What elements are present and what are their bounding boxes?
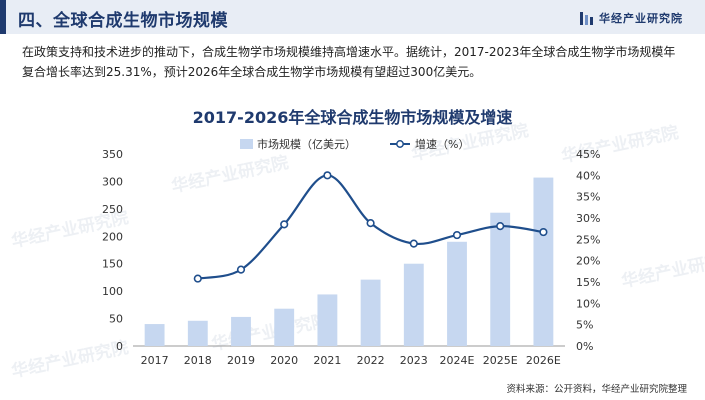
section-title: 四、全球合成生物市场规模	[18, 11, 228, 31]
legend-line-marker	[396, 140, 404, 148]
y-left-tick-label: 150	[102, 258, 123, 271]
y-right-tick-label: 20%	[576, 255, 600, 268]
growth-point	[496, 222, 505, 231]
y-left-tick-label: 250	[102, 203, 123, 216]
bar	[447, 241, 467, 346]
bar	[187, 320, 208, 346]
brand-logo-icon	[580, 11, 593, 25]
x-tick-label: 2023	[400, 354, 428, 367]
growth-point	[236, 265, 246, 274]
growth-point	[452, 230, 462, 240]
x-tick-label: 2024E	[440, 354, 475, 367]
y-right-tick-label: 10%	[576, 297, 600, 310]
growth-point	[539, 227, 548, 237]
bar	[274, 308, 295, 346]
x-tick-label: 2020	[270, 354, 298, 367]
growth-point	[193, 274, 202, 283]
legend-bar-swatch	[240, 139, 253, 149]
y-left-tick-label: 300	[102, 175, 123, 188]
x-tick-label: 2018	[184, 354, 212, 367]
bar	[360, 279, 381, 346]
y-right-tick-label: 40%	[576, 169, 600, 182]
x-tick-label: 2019	[227, 354, 255, 367]
x-tick-label: 2021	[313, 354, 341, 367]
bar	[144, 324, 165, 346]
section-header: 四、全球合成生物市场规模 华经产业研究院	[0, 0, 705, 34]
legend-line-label: 增速（%）	[415, 137, 469, 151]
y-right-tick-label: 0%	[576, 340, 593, 353]
header-accent-bar	[0, 0, 6, 34]
x-tick-label: 2025E	[483, 354, 518, 367]
y-right-tick-label: 25%	[576, 233, 600, 246]
growth-point	[323, 171, 332, 180]
legend-bar-label: 市场规模（亿美元）	[257, 137, 356, 151]
bar	[533, 177, 554, 346]
intro-paragraph: 在政策支持和技术进步的推动下，合成生物学市场规模维持高增速水平。据统计，2017…	[22, 45, 676, 79]
chart-title: 2017-2026年全球合成生物市场规模及增速	[192, 108, 513, 127]
bar	[231, 316, 251, 346]
brand-name: 华经产业研究院	[599, 12, 683, 25]
y-right-tick-label: 45%	[576, 148, 600, 161]
y-left-tick-label: 200	[102, 230, 123, 243]
y-left-tick-label: 50	[109, 313, 123, 326]
y-right-tick-label: 5%	[576, 319, 593, 332]
growth-point	[280, 220, 289, 229]
x-tick-label: 2017	[141, 354, 169, 367]
bar	[490, 212, 511, 346]
growth-point	[366, 219, 375, 228]
source-note: 资料来源：公开资料，华经产业研究院整理	[506, 384, 687, 395]
y-right-tick-label: 15%	[576, 276, 600, 289]
y-left-tick-label: 100	[102, 285, 123, 298]
brand: 华经产业研究院	[580, 10, 683, 26]
x-tick-label: 2026E	[526, 354, 561, 367]
bar	[317, 294, 338, 346]
y-right-tick-label: 30%	[576, 212, 600, 225]
x-tick-label: 2022	[357, 354, 385, 367]
growth-point	[409, 239, 418, 248]
y-left-tick-label: 0	[116, 340, 123, 353]
bar	[403, 263, 424, 346]
y-left-tick-label: 350	[102, 148, 123, 161]
y-right-tick-label: 35%	[576, 191, 600, 204]
